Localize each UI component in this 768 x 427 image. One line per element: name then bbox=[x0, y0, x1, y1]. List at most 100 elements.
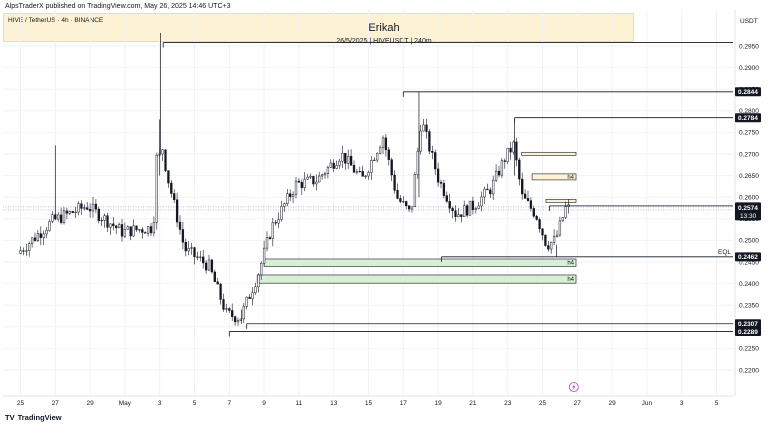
tradingview-logo[interactable]: TV TradingView bbox=[5, 413, 62, 422]
candle-body bbox=[196, 256, 199, 258]
candle-body bbox=[265, 237, 269, 249]
candle-body bbox=[59, 214, 63, 223]
time-tick-label: 29 bbox=[86, 400, 94, 407]
watermark-banner bbox=[3, 13, 634, 42]
candle-body bbox=[387, 149, 390, 160]
candle-body bbox=[300, 181, 303, 188]
candle-body bbox=[74, 211, 77, 214]
candle-body bbox=[202, 256, 205, 264]
candle-body bbox=[45, 230, 48, 235]
candle-body bbox=[341, 152, 344, 162]
candle-body bbox=[431, 150, 434, 153]
candle-body bbox=[367, 172, 370, 177]
candle-body bbox=[277, 219, 280, 224]
price-tick-label: 0.2750 bbox=[739, 130, 759, 137]
candle-body bbox=[393, 174, 396, 191]
candle-body bbox=[329, 162, 332, 168]
candle-body bbox=[112, 223, 115, 227]
candle-body bbox=[378, 147, 382, 154]
price-tick-label: 0.2800 bbox=[739, 108, 759, 115]
candle-body bbox=[199, 256, 202, 258]
candle-body bbox=[489, 189, 492, 195]
time-tick-label: 27 bbox=[574, 400, 582, 407]
candle-body bbox=[175, 199, 179, 223]
price-tick-label: 0.2600 bbox=[739, 195, 759, 202]
candle-body bbox=[22, 250, 25, 252]
candle-body bbox=[289, 193, 292, 197]
candle-body bbox=[518, 159, 521, 180]
candle-body bbox=[335, 165, 338, 169]
candle-body bbox=[167, 170, 170, 184]
price-tag-label: 0.2289 bbox=[738, 329, 758, 336]
candle-body bbox=[135, 225, 138, 231]
price-tick-label: 0.2450 bbox=[739, 259, 759, 266]
candle-body bbox=[410, 206, 414, 210]
candle-body bbox=[445, 195, 448, 202]
candle-body bbox=[144, 232, 147, 234]
candle-body bbox=[42, 233, 45, 238]
candle-body bbox=[86, 207, 89, 210]
countdown-label: 13:30 bbox=[740, 213, 757, 220]
candle-body bbox=[413, 174, 417, 207]
zone-label: h4 bbox=[567, 261, 574, 267]
candle-body bbox=[358, 170, 361, 173]
publisher-line: AlpsTraderX published on TradingView.com… bbox=[5, 3, 231, 10]
candle-body bbox=[486, 188, 489, 191]
price-tick-label: 0.2200 bbox=[739, 367, 759, 374]
time-tick-label: 11 bbox=[296, 400, 303, 407]
price-tag-label: 0.2462 bbox=[738, 254, 758, 261]
price-tag bbox=[735, 252, 761, 262]
price-tag-label: 0.2784 bbox=[738, 115, 758, 122]
candle-body bbox=[326, 167, 330, 175]
candle-body bbox=[294, 180, 298, 195]
time-tick-label: 17 bbox=[400, 400, 408, 407]
candle-body bbox=[419, 130, 422, 152]
candle-body bbox=[248, 296, 251, 299]
zone-box bbox=[256, 274, 577, 284]
candle-body bbox=[416, 150, 419, 175]
candle-body bbox=[260, 262, 263, 276]
candle-body bbox=[552, 236, 556, 243]
candle-body bbox=[521, 178, 524, 195]
candle-body bbox=[120, 224, 124, 237]
candle-body bbox=[439, 181, 443, 184]
price-tick-label: 0.2350 bbox=[739, 303, 759, 310]
candle-body bbox=[100, 220, 103, 222]
candle-body bbox=[146, 226, 150, 234]
candle-body bbox=[465, 205, 469, 216]
candle-body bbox=[538, 219, 541, 230]
candle-body bbox=[28, 243, 31, 251]
candle-body bbox=[71, 211, 74, 214]
zone-box bbox=[263, 258, 577, 267]
candle-body bbox=[370, 160, 373, 173]
candle-body bbox=[364, 175, 367, 177]
candle-body bbox=[77, 203, 80, 213]
candle-body bbox=[97, 208, 100, 221]
time-tick-label: 5 bbox=[715, 400, 719, 407]
candle-body bbox=[30, 237, 34, 244]
candle-body bbox=[309, 175, 312, 178]
zone-box bbox=[545, 199, 577, 203]
candle-body bbox=[434, 152, 437, 170]
candle-body bbox=[318, 175, 321, 183]
candle-body bbox=[477, 205, 480, 209]
candle-body bbox=[173, 193, 176, 200]
time-tick-label: 7 bbox=[227, 400, 231, 407]
candle-body bbox=[523, 193, 527, 199]
time-tick-label: May bbox=[119, 400, 132, 407]
candle-body bbox=[291, 194, 295, 197]
candle-body bbox=[245, 296, 248, 307]
candle-body bbox=[129, 226, 132, 237]
candle-body bbox=[141, 229, 144, 233]
candle-body bbox=[555, 234, 559, 237]
candle-body bbox=[407, 205, 411, 210]
candle-body bbox=[268, 237, 272, 239]
candle-body bbox=[280, 205, 283, 220]
candle-body bbox=[204, 262, 208, 271]
candle-body bbox=[149, 226, 153, 234]
candle-body bbox=[497, 170, 501, 176]
candle-body bbox=[332, 162, 335, 169]
candle-body bbox=[178, 221, 182, 230]
price-tag bbox=[735, 327, 761, 337]
